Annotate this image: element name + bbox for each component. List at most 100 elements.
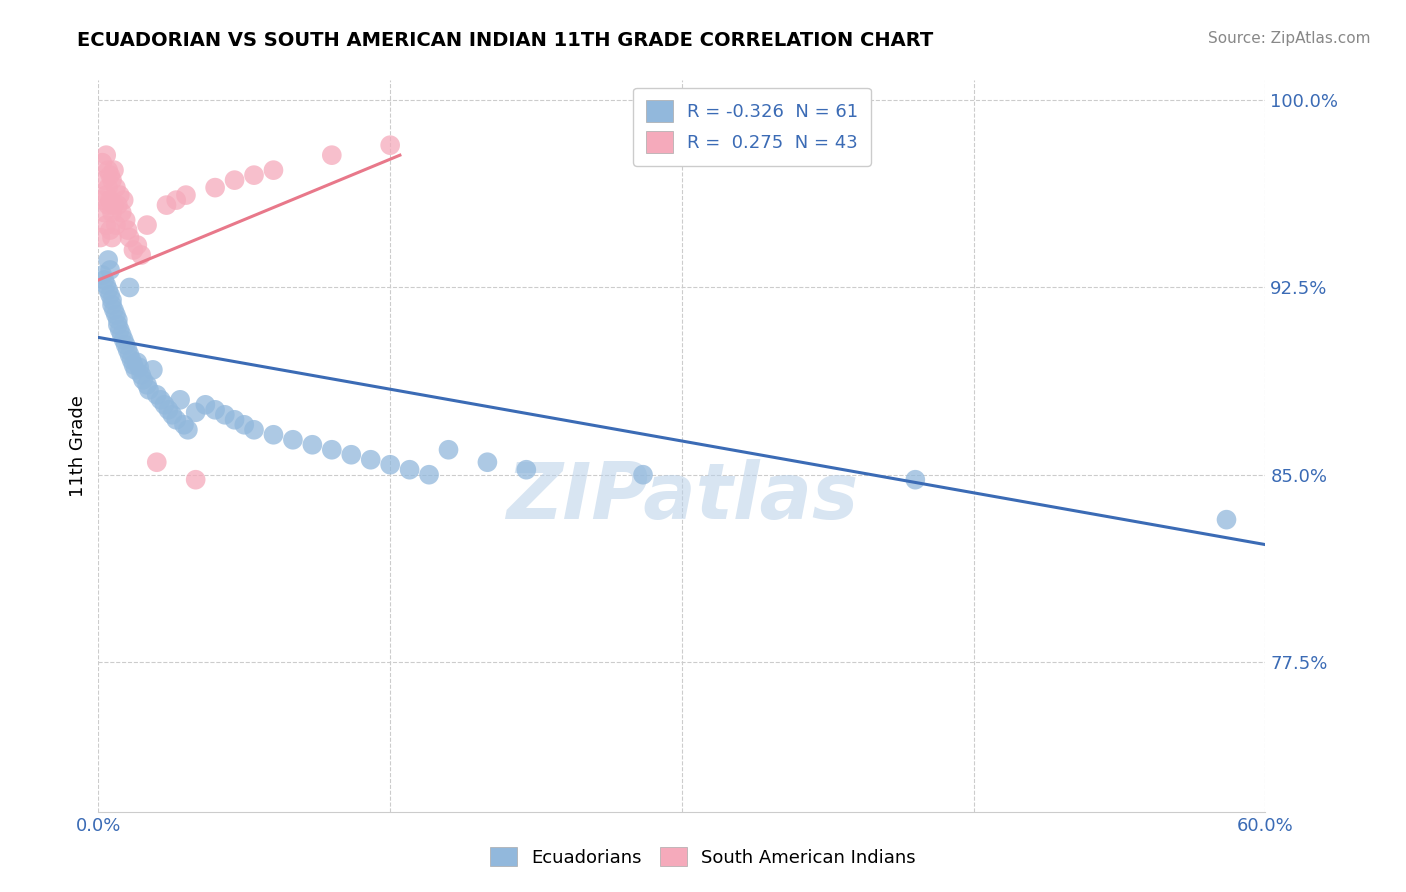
Point: [111, 327, 134, 342]
Point: [165, 413, 187, 427]
Point: [169, 392, 191, 407]
Point: [437, 442, 460, 457]
Point: [98, 288, 121, 302]
Point: [904, 473, 927, 487]
Point: [122, 358, 145, 372]
Point: [321, 148, 343, 162]
Point: [101, 293, 124, 307]
Point: [204, 402, 226, 417]
Point: [177, 423, 200, 437]
Point: [107, 198, 129, 212]
Point: [91, 268, 114, 282]
Point: [224, 173, 246, 187]
Point: [301, 438, 323, 452]
Point: [173, 417, 195, 432]
Point: [129, 248, 152, 262]
Point: [136, 377, 159, 392]
Point: [128, 360, 150, 375]
Point: [262, 163, 284, 178]
Point: [98, 168, 121, 182]
Point: [121, 352, 143, 367]
Point: [184, 473, 207, 487]
Point: [165, 193, 187, 207]
Point: [214, 408, 236, 422]
Point: [262, 427, 284, 442]
Point: [360, 452, 382, 467]
Point: [136, 218, 159, 232]
Point: [631, 467, 654, 482]
Point: [138, 383, 160, 397]
Legend: Ecuadorians, South American Indians: Ecuadorians, South American Indians: [482, 840, 924, 874]
Point: [97, 253, 120, 268]
Point: [515, 463, 537, 477]
Point: [114, 213, 136, 227]
Point: [104, 218, 127, 232]
Point: [127, 355, 149, 369]
Point: [98, 223, 121, 237]
Point: [155, 198, 177, 212]
Point: [380, 138, 402, 153]
Point: [97, 163, 120, 178]
Point: [101, 298, 124, 312]
Point: [117, 223, 139, 237]
Point: [233, 417, 256, 432]
Point: [129, 368, 152, 382]
Point: [149, 392, 172, 407]
Point: [97, 180, 120, 194]
Point: [104, 308, 127, 322]
Point: [103, 302, 125, 317]
Point: [146, 388, 169, 402]
Point: [477, 455, 499, 469]
Point: [104, 180, 127, 194]
Point: [96, 148, 118, 162]
Point: [91, 155, 114, 169]
Point: [398, 463, 420, 477]
Point: [380, 458, 402, 472]
Point: [321, 442, 343, 457]
Point: [107, 318, 129, 332]
Point: [112, 193, 135, 207]
Point: [418, 467, 440, 482]
Point: [243, 423, 266, 437]
Point: [162, 408, 184, 422]
Text: ECUADORIAN VS SOUTH AMERICAN INDIAN 11TH GRADE CORRELATION CHART: ECUADORIAN VS SOUTH AMERICAN INDIAN 11TH…: [77, 31, 934, 50]
Text: ZIPatlas: ZIPatlas: [506, 459, 858, 535]
Point: [93, 273, 115, 287]
Point: [184, 405, 207, 419]
Point: [157, 402, 180, 417]
Point: [97, 198, 120, 212]
Point: [117, 343, 139, 357]
Point: [101, 173, 124, 187]
Point: [96, 188, 118, 202]
Point: [153, 398, 176, 412]
Point: [108, 323, 131, 337]
Point: [118, 348, 141, 362]
Point: [118, 280, 141, 294]
Y-axis label: 11th Grade: 11th Grade: [69, 395, 87, 497]
Point: [1215, 513, 1237, 527]
Point: [204, 180, 226, 194]
Text: Source: ZipAtlas.com: Source: ZipAtlas.com: [1208, 31, 1371, 46]
Point: [281, 433, 304, 447]
Point: [93, 205, 115, 219]
Point: [194, 398, 217, 412]
Point: [111, 205, 134, 219]
Point: [96, 218, 118, 232]
Point: [243, 168, 266, 182]
Point: [118, 230, 141, 244]
Point: [93, 173, 115, 187]
Point: [127, 238, 149, 252]
Point: [122, 243, 145, 257]
Point: [146, 455, 169, 469]
Point: [97, 283, 120, 297]
Point: [101, 205, 124, 219]
Point: [101, 230, 124, 244]
Point: [174, 188, 197, 202]
Point: [340, 448, 363, 462]
Point: [103, 163, 125, 178]
Point: [89, 230, 111, 244]
Point: [132, 373, 155, 387]
Point: [91, 193, 114, 207]
Point: [107, 313, 129, 327]
Point: [96, 277, 118, 292]
